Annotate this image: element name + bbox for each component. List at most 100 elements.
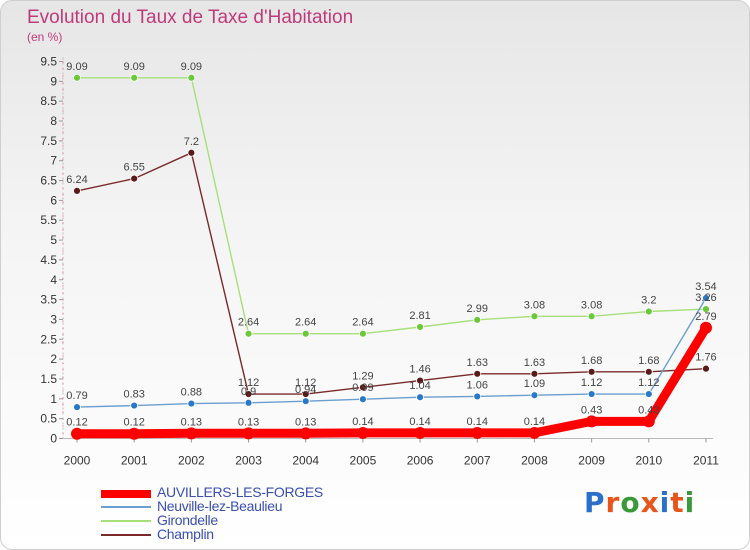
data-label: 9.09: [123, 61, 144, 73]
data-point: [644, 367, 653, 376]
data-point: [416, 376, 424, 385]
data-point: [585, 415, 598, 428]
legend-swatch-champlin: [101, 534, 151, 536]
data-label: 0.13: [181, 416, 202, 428]
data-label: 1.12: [638, 377, 659, 389]
x-tick-label: 2006: [407, 454, 434, 468]
data-point: [358, 383, 367, 392]
data-point: [702, 305, 710, 314]
data-label: 2.64: [352, 317, 373, 329]
data-label: 2.81: [409, 310, 430, 322]
data-label: 0.13: [295, 416, 316, 428]
logo-letter: i: [659, 486, 671, 519]
data-point: [530, 391, 539, 400]
x-tick-label: 2008: [521, 454, 548, 468]
data-point: [416, 393, 424, 402]
data-point: [356, 426, 369, 439]
data-label: 0.79: [66, 390, 87, 402]
data-point: [244, 390, 253, 398]
data-point: [587, 367, 596, 376]
data-point: [187, 399, 196, 408]
data-label: 2.64: [238, 317, 259, 329]
legend-swatch-neuville: [101, 506, 151, 508]
data-point: [242, 427, 255, 440]
data-label: 7.2: [184, 136, 199, 148]
data-label: 9.09: [66, 61, 87, 73]
data-label: 1.76: [695, 352, 716, 364]
data-label: 6.24: [66, 174, 87, 186]
y-tick-label: 7: [50, 154, 57, 168]
y-tick-label: 6: [50, 193, 57, 207]
x-tick-label: 2004: [292, 454, 319, 468]
data-label: 1.12: [238, 377, 259, 389]
chart-subtitle: (en %): [27, 30, 63, 44]
x-tick-label: 2001: [121, 454, 148, 468]
data-label: 0.14: [352, 416, 373, 428]
y-tick-label: 0: [50, 432, 57, 446]
data-label: 0.43: [638, 404, 659, 416]
data-label: 1.12: [295, 377, 316, 389]
y-tick-label: 2.5: [40, 332, 57, 346]
series-line-3: [76, 152, 707, 395]
data-label: 0.13: [238, 416, 259, 428]
data-point: [301, 329, 310, 338]
legend-label-girondelle: Girondelle: [157, 512, 218, 528]
data-point: [530, 369, 539, 378]
data-label: 1.06: [467, 379, 488, 391]
data-point: [187, 73, 196, 82]
data-label: 1.12: [581, 377, 602, 389]
data-point: [414, 426, 427, 439]
series-line-0: [72, 323, 711, 439]
data-point: [244, 398, 253, 407]
series-line-1: [76, 297, 707, 408]
data-point: [130, 73, 139, 82]
y-tick-label: 8: [50, 114, 57, 128]
data-label: 1.46: [409, 364, 430, 376]
data-label: 0.14: [524, 416, 545, 428]
data-point: [587, 312, 596, 321]
x-tick-label: 2011: [693, 454, 719, 468]
data-label: 0.14: [467, 416, 488, 428]
data-label: 1.63: [467, 357, 488, 369]
logo-letter: r: [605, 486, 621, 519]
legend-label-neuville: Neuville-lez-Beaulieu: [157, 498, 283, 514]
data-point: [71, 427, 83, 440]
data-label: 6.55: [123, 162, 144, 174]
data-label: 0.12: [66, 417, 87, 429]
x-tick-label: 2010: [635, 454, 662, 468]
data-point: [644, 390, 653, 398]
y-tick-label: 0.5: [40, 412, 57, 426]
data-point: [244, 329, 253, 338]
data-point: [185, 427, 198, 440]
data-label: 1.68: [638, 355, 659, 367]
y-tick-label: 8.5: [40, 94, 57, 108]
x-tick-label: 2000: [64, 454, 91, 468]
y-tick-label: 9: [50, 74, 57, 88]
data-point: [644, 307, 653, 316]
data-point: [130, 174, 139, 183]
data-point: [416, 323, 424, 331]
data-label: 2.79: [695, 311, 716, 323]
legend-label-auvillers: AUVILLERS-LES-FORGES: [157, 484, 323, 500]
data-label: 3.54: [695, 281, 716, 293]
data-label: 0.9: [241, 386, 256, 398]
y-tick-label: 4.5: [40, 253, 57, 267]
logo-letter: o: [620, 486, 641, 519]
y-tick-label: 1: [50, 392, 57, 406]
data-point: [702, 294, 710, 302]
data-label: 9.09: [181, 61, 202, 73]
y-tick-label: 3.5: [40, 293, 57, 307]
data-label: 0.43: [581, 404, 602, 416]
logo-letter: x: [640, 486, 660, 519]
data-point: [473, 315, 482, 324]
data-point: [73, 186, 81, 195]
data-label: 0.99: [352, 382, 373, 394]
data-label: 3.26: [695, 292, 716, 304]
data-label: 2.64: [295, 317, 316, 329]
y-tick-label: 7.5: [40, 134, 57, 148]
data-label: 0.83: [123, 389, 144, 401]
data-point: [642, 415, 655, 428]
data-label: 1.63: [524, 357, 545, 369]
